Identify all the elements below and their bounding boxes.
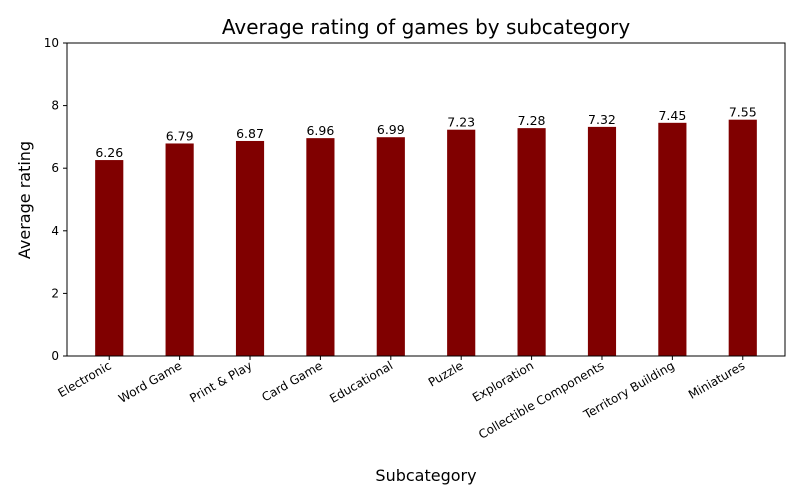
y-tick-label: 6 — [51, 161, 59, 175]
y-axis-label: Average rating — [15, 141, 34, 259]
bars-group: 6.26 6.79 6.87 6.96 6.99 7.23 7.28 7.32 7.45 7.55 — [95, 105, 757, 356]
bar — [165, 143, 194, 356]
data-label: 7.23 — [447, 115, 475, 130]
bar — [517, 128, 546, 356]
chart-title: Average rating of games by subcategory — [222, 15, 630, 39]
bar — [376, 137, 405, 356]
x-tick-label: Print & Play — [187, 358, 254, 405]
y-tick-label: 8 — [51, 99, 59, 113]
y-tick-label: 10 — [44, 36, 59, 50]
data-label: 6.99 — [377, 122, 405, 137]
x-tick-label: Word Game — [116, 358, 184, 405]
data-label: 7.45 — [658, 108, 686, 123]
data-label: 6.26 — [95, 145, 123, 160]
y-axis-ticks: 0 2 4 6 8 10 — [44, 36, 67, 363]
data-label: 7.55 — [729, 105, 757, 120]
x-tick-label: Card Game — [259, 358, 325, 404]
x-tick-label: Miniatures — [686, 358, 747, 401]
x-tick-label: Puzzle — [426, 358, 466, 389]
x-axis-label: Subcategory — [375, 466, 476, 485]
bar — [306, 138, 335, 356]
data-label: 7.28 — [518, 113, 546, 128]
x-tick-label: Collectible Components — [476, 358, 606, 441]
plot-frame — [66, 42, 786, 357]
x-tick-label: Educational — [327, 358, 395, 405]
bar — [587, 126, 617, 356]
y-tick-label: 2 — [51, 286, 59, 300]
bar — [447, 129, 476, 356]
x-tick-label: Exploration — [470, 358, 536, 404]
data-label: 6.79 — [166, 128, 194, 143]
bar — [658, 122, 687, 356]
data-label: 6.87 — [236, 126, 264, 141]
bar — [95, 160, 124, 356]
data-label: 6.96 — [306, 123, 334, 138]
y-tick-label: 0 — [51, 349, 59, 363]
x-axis-ticks: Electronic Word Game Print & Play Card Game… — [56, 356, 747, 442]
x-tick-label: Electronic — [56, 358, 114, 400]
bar — [235, 140, 265, 356]
bar — [728, 119, 757, 356]
data-label: 7.32 — [588, 112, 616, 127]
y-tick-label: 4 — [51, 224, 59, 238]
